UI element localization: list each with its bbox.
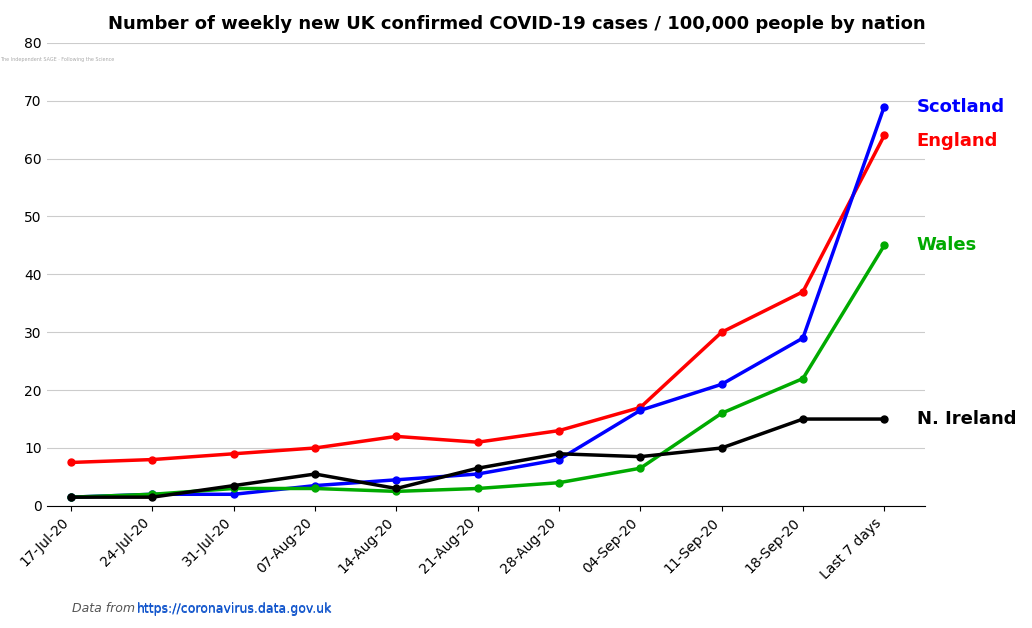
Text: Number of weekly new UK confirmed COVID-19 cases / 100,000 people by nation: Number of weekly new UK confirmed COVID-… — [108, 15, 926, 33]
Text: England: England — [916, 133, 998, 150]
Text: Scotland: Scotland — [916, 97, 1005, 116]
Text: https://coronavirus.data.gov.uk: https://coronavirus.data.gov.uk — [137, 602, 332, 615]
Text: Data from: Data from — [72, 602, 143, 615]
Text: N. Ireland: N. Ireland — [916, 410, 1017, 428]
Text: https://coronavirus.data.gov.uk: https://coronavirus.data.gov.uk — [137, 603, 332, 616]
Text: Wales: Wales — [916, 236, 977, 254]
Text: The Independent SAGE · Following the Science: The Independent SAGE · Following the Sci… — [0, 57, 114, 62]
Text: indie_SAGE: indie_SAGE — [18, 28, 96, 41]
